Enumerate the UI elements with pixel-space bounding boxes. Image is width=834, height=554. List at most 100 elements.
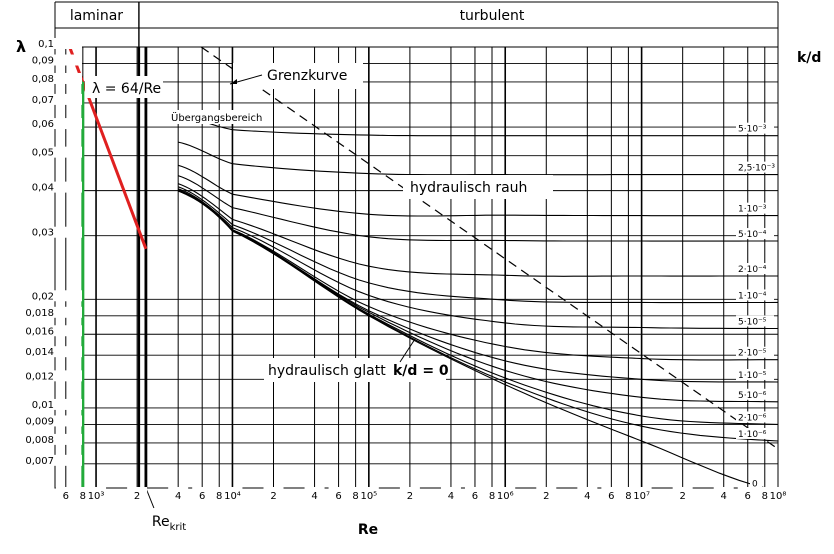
y-tick-label-bg: [52, 54, 82, 66]
x-tick-label: 6: [745, 491, 751, 502]
x-tick-label-bg: [304, 487, 325, 501]
x-tick-label-bg: [127, 487, 148, 501]
laminar-label: λ = 64/Re: [92, 81, 161, 97]
uebergang-label-bg: [169, 110, 265, 124]
laminar-label-bg: [85, 76, 163, 98]
y-tick-label-bg: [52, 226, 82, 238]
y-tick-label-bg: [52, 454, 82, 466]
rauh-label: hydraulisch rauh: [410, 180, 527, 196]
curve-11: [178, 141, 778, 176]
series-label: 0: [752, 480, 758, 490]
rekrit-label: Rekrit: [152, 514, 186, 533]
x-tick-band: [55, 474, 778, 488]
y-tick-label: 0,01: [32, 400, 54, 411]
y-tick-label: 0,05: [32, 148, 54, 159]
series-label-bg: [736, 263, 774, 275]
x-tick-label-bg: [192, 487, 213, 501]
series-label-bg: [736, 346, 774, 358]
x-tick-label: 6: [472, 491, 478, 502]
x-tick-label-bg: [328, 487, 349, 501]
x-tick-label: 10⁶: [497, 491, 514, 502]
curve-7: [178, 186, 779, 304]
x-tick-label: 2: [270, 491, 276, 502]
y-tick-label: 0,04: [32, 183, 54, 194]
y-tick-label-bg: [52, 146, 82, 158]
y-tick-label-bg: [52, 306, 82, 318]
glatt-label-bg: [264, 358, 446, 382]
plot-frame: [54, 46, 779, 489]
uebergang-label: Übergangsbereich: [171, 111, 262, 124]
series-label-bg: [736, 388, 774, 400]
series-label: 1·10⁻⁵: [738, 371, 767, 381]
x-tick-label-bg: [601, 487, 622, 501]
rauh-label-bg: [403, 175, 553, 199]
friction-curves: [177, 114, 779, 492]
y-tick-label: 0,08: [32, 74, 54, 85]
series-label-bg: [736, 289, 774, 301]
x-tick-label-bg: [672, 487, 693, 501]
curve-5: [177, 189, 778, 361]
series-label: 2,5·10⁻³: [738, 164, 775, 174]
series-label: 1·10⁻³: [738, 205, 767, 215]
series-label: 5·10⁻⁶: [738, 391, 767, 401]
x-tick-label-bg: [168, 487, 189, 501]
curve-9: [178, 175, 778, 242]
series-label: 1·10⁻⁶: [738, 430, 767, 440]
series-label: 2·10⁻⁴: [738, 265, 767, 275]
y-tick-label-bg: [52, 415, 82, 427]
y-tick-label-bg: [52, 370, 82, 382]
y-tick-label-bg: [52, 346, 82, 358]
x-tick-label: 2: [543, 491, 549, 502]
y-tick-label-bg: [52, 72, 82, 84]
x-tick-label-bg: [536, 487, 557, 501]
x-tick-label-bg: [86, 487, 107, 501]
y-axis-label: λ: [16, 37, 26, 56]
series-label-bg: [736, 427, 774, 439]
x-tick-label: 4: [311, 491, 317, 502]
curve-12: [178, 114, 778, 137]
x-tick-label-bg: [263, 487, 284, 501]
series-label-bg: [736, 161, 774, 173]
x-tick-label: 8: [80, 491, 86, 502]
y-tick-label-bg: [52, 433, 82, 445]
x-tick-label-bg: [440, 487, 461, 501]
x-tick-label-bg: [577, 487, 598, 501]
right-axis-label: k/d: [797, 50, 821, 66]
x-tick-label: 4: [175, 491, 181, 502]
x-tick-label: 8: [489, 491, 495, 502]
x-tick-labels: 6 8 10³ 2 4 6 8 10⁴ 2 4 6 8 10⁵ 2 4 6 8 10⁶ 2 4 6 8 10⁷ 2 4 6 8 10⁸: [55, 474, 788, 502]
region-label-laminar: laminar: [70, 8, 123, 24]
x-tick-label-bg: [737, 487, 758, 501]
x-tick-label: 6: [608, 491, 614, 502]
series-label-bg: [736, 202, 774, 214]
series-label: 1·10⁻⁴: [738, 291, 767, 301]
x-tick-label: 2: [679, 491, 685, 502]
y-tick-label: 0,009: [25, 416, 54, 427]
x-axis-label: Re: [358, 522, 378, 538]
y-tick-label: 0,012: [25, 371, 54, 382]
x-tick-label: 8: [625, 491, 631, 502]
curve-4: [177, 189, 779, 383]
x-tick-label: 6: [63, 491, 69, 502]
y-tick-label: 0,018: [25, 308, 54, 319]
y-tick-label: 0,06: [32, 119, 54, 130]
y-tick-label-bg: [52, 290, 82, 302]
x-tick-label: 10⁸: [770, 491, 787, 502]
series-label: 5·10⁻⁴: [738, 230, 767, 240]
grenzkurve-arrowhead: [230, 79, 237, 84]
curve-8: [178, 183, 778, 277]
x-tick-label: 4: [721, 491, 727, 502]
series-label-bg: [736, 368, 774, 380]
x-tick-label-bg: [222, 487, 243, 501]
x-tick-label-bg: [768, 487, 788, 501]
y-tick-labels: 0,1 0,09 0,08 0,07 0,06 0,05 0,04 0,03 0,02 0,018…: [25, 38, 82, 467]
y-tick-label-bg: [52, 118, 82, 130]
grenzkurve-line: [200, 46, 779, 450]
series-labels: 0 1·10⁻⁶ 2·10⁻⁶ 5·10⁻⁶ 1·10⁻⁵ 2·10⁻⁵ 5·10⁻⁵ 1·1…: [736, 122, 775, 490]
y-tick-label-bg: [52, 325, 82, 337]
y-tick-label-bg: [52, 181, 82, 193]
x-tick-label-bg: [631, 487, 652, 501]
series-label-bg: [736, 411, 774, 423]
